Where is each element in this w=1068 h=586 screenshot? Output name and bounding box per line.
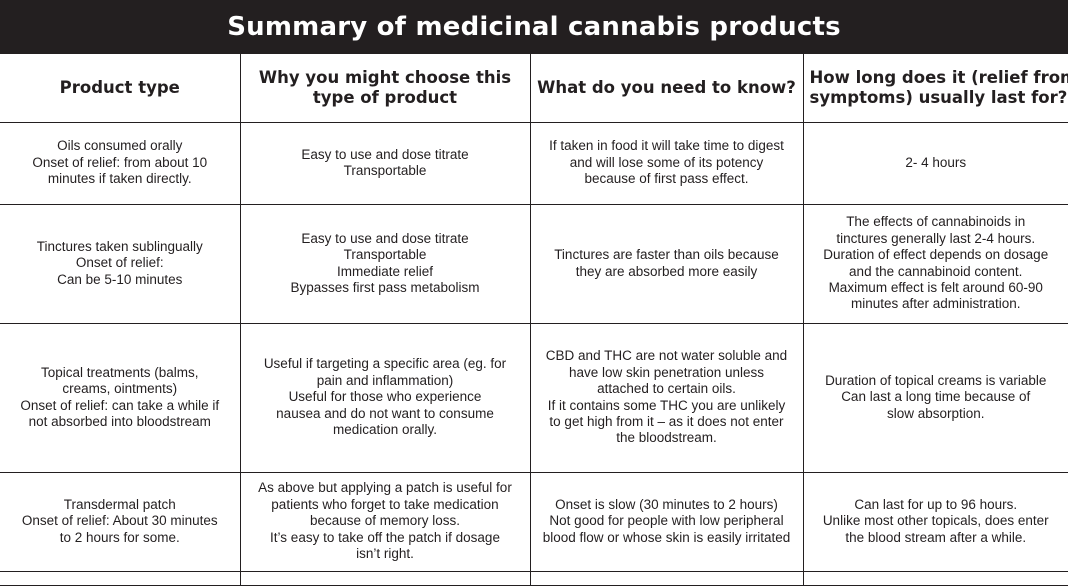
cell-line: The effects of cannabinoids in <box>846 214 1026 230</box>
cell-line: Tinctures are faster than oils because <box>554 247 779 263</box>
table-row: Transdermal patch Onset of relief: About… <box>0 471 1068 572</box>
cell-line: isn’t right. <box>356 546 414 562</box>
table-header-row: Product type Why you might choose this t… <box>0 54 1068 123</box>
cell-line: Onset of relief: About 30 minutes <box>21 513 218 529</box>
cell-line: Transportable <box>343 163 427 178</box>
table-row: Oils consumed orally Onset of relief: fr… <box>0 121 1068 205</box>
cell-line: the blood stream after a while. <box>845 529 1027 545</box>
cell-line: minutes if taken directly. <box>47 171 192 187</box>
cell-line: have low skin penetration unless <box>568 364 765 380</box>
cell-line: Bypasses first pass metabolism <box>290 279 480 295</box>
cell-line: because of first pass effect. <box>584 171 749 187</box>
cell-line: to get high from it – as it does not ent… <box>549 413 784 429</box>
cell-line: Easy to use and dose titrate <box>301 230 469 246</box>
header-line: symptoms) usually last for? <box>809 87 1068 107</box>
cell-line: Transportable <box>343 247 427 263</box>
cell-line: they are absorbed more easily <box>575 263 758 279</box>
need-to-know-cell: If taken in food it will take time to di… <box>529 121 804 205</box>
header-product-type: Product type <box>0 54 241 123</box>
header-need-to-know: What do you need to know? <box>529 54 804 123</box>
cell-line: Onset of relief: <box>75 255 164 271</box>
header-line: type of product <box>312 87 458 107</box>
table-row-cut-off <box>0 570 1068 586</box>
header-why-choose: Why you might choose this type of produc… <box>239 54 531 123</box>
cell-line: Immediate relief <box>336 263 434 279</box>
cell-line: Useful if targeting a specific area (eg.… <box>263 356 507 372</box>
cell-line: to 2 hours for some. <box>59 529 180 545</box>
cell-line: nausea and do not want to consume <box>276 405 494 421</box>
cell-line: and will lose some of its potency <box>569 154 764 170</box>
why-choose-cell: As above but applying a patch is useful … <box>239 471 531 572</box>
cell-line: the bloodstream. <box>616 430 717 446</box>
cell-line: Can be 5-10 minutes <box>57 271 183 287</box>
cell-line: Maximum effect is felt around 60-90 <box>828 279 1043 295</box>
header-line: What do you need to know? <box>537 77 796 97</box>
empty-cell <box>239 570 531 586</box>
empty-cell <box>529 570 804 586</box>
cell-line: If it contains some THC you are unlikely <box>547 397 786 413</box>
cell-line: minutes after administration. <box>850 296 1021 312</box>
cell-line: Unlike most other topicals, does enter <box>822 513 1049 529</box>
cell-line: creams, ointments) <box>62 381 178 397</box>
cell-line: medication orally. <box>332 422 438 438</box>
cell-line: tinctures generally last 2-4 hours. <box>836 230 1036 246</box>
cell-line: attached to certain oils. <box>597 381 736 397</box>
header-duration: How long does it (relief from symptoms) … <box>802 54 1068 123</box>
cell-line: Useful for those who experience <box>288 389 482 405</box>
cell-line: Onset of relief: from about 10 <box>32 154 208 170</box>
cell-line: Transdermal patch <box>63 496 176 512</box>
cell-line: 2- 4 hours <box>905 154 967 170</box>
header-line: Product type <box>59 77 180 97</box>
cell-line: slow absorption. <box>886 405 985 421</box>
cell-line: patients who forget to take medication <box>271 496 499 512</box>
cell-line: Tinctures taken sublingually <box>36 238 203 254</box>
cell-line: blood flow or whose skin is easily irrit… <box>542 529 791 545</box>
need-to-know-cell: CBD and THC are not water soluble and ha… <box>529 322 804 473</box>
cell-line: Can last for up to 96 hours. <box>854 496 1018 512</box>
empty-cell <box>0 570 241 586</box>
duration-cell: 2- 4 hours <box>802 121 1068 205</box>
cell-line: Topical treatments (balms, <box>40 364 199 380</box>
cell-line: pain and inflammation) <box>316 372 454 388</box>
need-to-know-cell: Tinctures are faster than oils because t… <box>529 203 804 324</box>
table-row: Tinctures taken sublingually Onset of re… <box>0 203 1068 324</box>
cannabis-products-table: Product type Why you might choose this t… <box>0 54 1068 586</box>
cell-line: As above but applying a patch is useful … <box>258 480 512 496</box>
product-type-cell: Tinctures taken sublingually Onset of re… <box>0 203 241 324</box>
product-type-cell: Transdermal patch Onset of relief: About… <box>0 471 241 572</box>
product-type-cell: Topical treatments (balms, creams, ointm… <box>0 322 241 473</box>
cell-line: Can last a long time because of <box>841 389 1031 405</box>
cell-line: and the cannabinoid content. <box>849 263 1023 279</box>
header-line: Why you might choose this <box>258 67 512 87</box>
cell-line: It’s easy to take off the patch if dosag… <box>270 529 500 545</box>
why-choose-cell: Useful if targeting a specific area (eg.… <box>239 322 531 473</box>
cell-line: CBD and THC are not water soluble and <box>545 348 788 364</box>
product-type-cell: Oils consumed orally Onset of relief: fr… <box>0 121 241 205</box>
duration-cell: Can last for up to 96 hours. Unlike most… <box>802 471 1068 572</box>
cell-line: not absorbed into bloodstream <box>28 413 211 429</box>
header-line: How long does it (relief from <box>809 67 1068 87</box>
cell-line: Not good for people with low peripheral <box>549 513 784 529</box>
duration-cell: The effects of cannabinoids in tinctures… <box>802 203 1068 324</box>
why-choose-cell: Easy to use and dose titrate Transportab… <box>239 121 531 205</box>
empty-cell <box>802 570 1068 586</box>
table-row: Topical treatments (balms, creams, ointm… <box>0 322 1068 473</box>
cell-line: Easy to use and dose titrate <box>301 146 469 162</box>
cell-line: Duration of effect depends on dosage <box>823 247 1049 263</box>
duration-cell: Duration of topical creams is variable C… <box>802 322 1068 473</box>
cell-line: Oils consumed orally <box>57 138 183 154</box>
cell-line: because of memory loss. <box>309 513 461 529</box>
cell-line: Onset is slow (30 minutes to 2 hours) <box>555 496 778 512</box>
cell-line: If taken in food it will take time to di… <box>549 138 784 154</box>
need-to-know-cell: Onset is slow (30 minutes to 2 hours) No… <box>529 471 804 572</box>
why-choose-cell: Easy to use and dose titrate Transportab… <box>239 203 531 324</box>
cell-line: Onset of relief: can take a while if <box>20 397 220 413</box>
page-title: Summary of medicinal cannabis products <box>0 0 1068 54</box>
cell-line: Duration of topical creams is variable <box>825 372 1047 388</box>
